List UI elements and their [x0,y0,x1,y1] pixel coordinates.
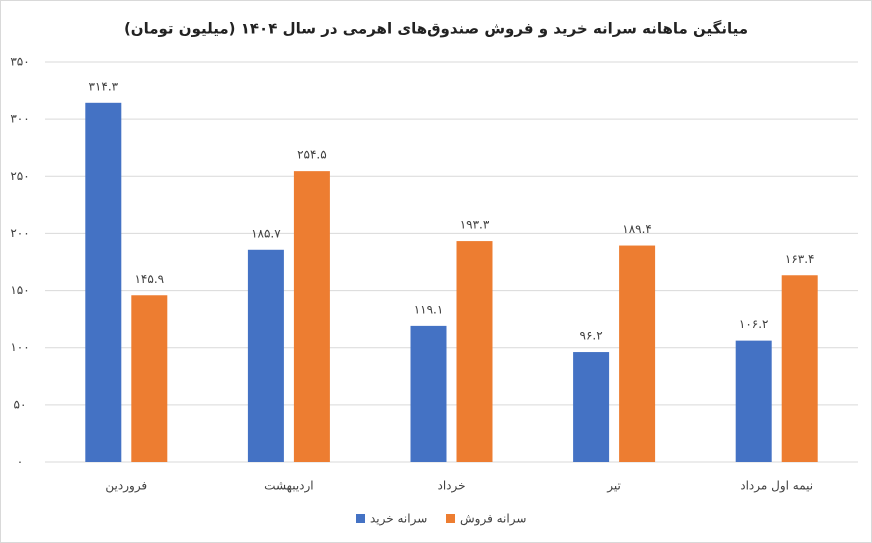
bar [573,352,610,462]
value-label: ۱۰۶.۲ [739,317,769,331]
bar [131,295,168,462]
x-tick-label: فروردین [105,479,147,494]
value-label: ۱۶۳.۴ [785,252,815,266]
y-tick-label: ۲۵۰ [10,169,29,183]
y-tick-label: ۱۵۰ [10,283,29,297]
bar [247,249,284,462]
legend-swatch [446,514,455,523]
y-tick-label: ۲۰۰ [10,226,29,240]
bar [293,171,330,462]
bar [85,102,122,463]
value-label: ۱۸۵.۷ [251,226,281,240]
bar [781,275,818,462]
x-tick-label: تیر [606,479,621,494]
legend-label: سرانه فروش [460,512,526,527]
value-label: ۲۵۴.۵ [297,148,327,162]
y-tick-label: ۰ [17,455,23,469]
bar [410,325,447,462]
y-tick-label: ۳۵۰ [10,55,29,69]
y-tick-label: ۳۰۰ [10,112,29,126]
value-label: ۳۱۴.۳ [88,79,118,93]
bar [619,245,656,462]
bar [456,241,493,462]
value-label: ۱۸۹.۴ [622,222,652,236]
x-tick-label: خرداد [437,479,465,494]
legend-label: سرانه خرید [370,512,427,527]
y-tick-label: ۵۰ [14,397,27,411]
value-label: ۱۱۹.۱ [414,302,444,316]
x-tick-label: اردیبهشت [264,479,313,494]
chart-title: میانگین ماهانه سرانه خرید و فروش صندوق‌ه… [124,20,748,38]
bar [735,340,772,462]
value-label: ۱۴۵.۹ [134,272,164,286]
x-tick-label: نیمه اول مرداد [740,479,813,494]
value-label: ۱۹۳.۳ [460,218,490,232]
value-label: ۹۶.۲ [580,329,603,343]
y-tick-label: ۱۰۰ [10,340,29,354]
legend-swatch [356,514,365,523]
